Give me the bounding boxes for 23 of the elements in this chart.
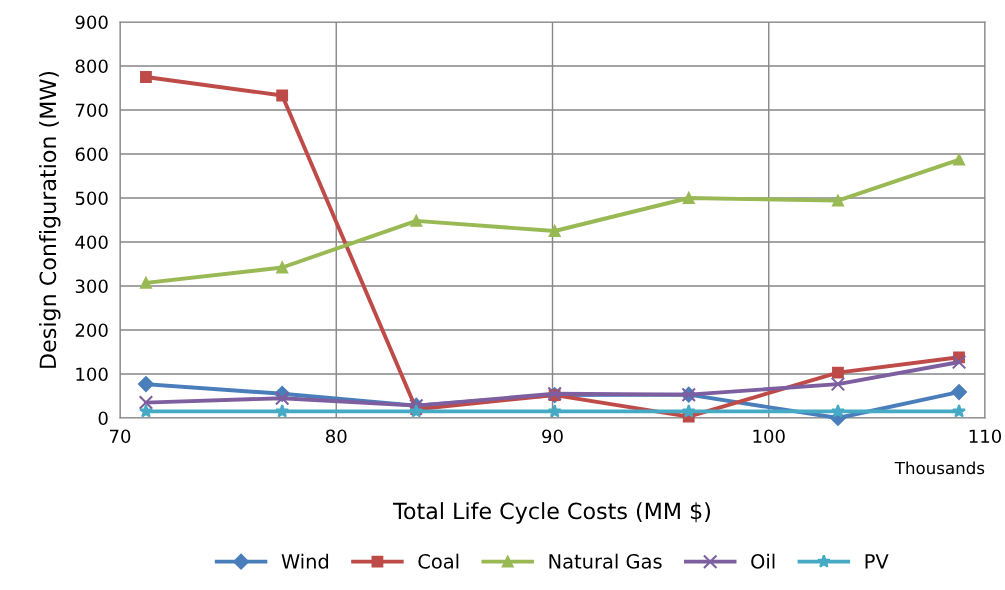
x-tick-label: 100 [753,429,785,444]
y-tick-label: 100 [76,367,108,382]
legend-label: Natural Gas [549,553,662,569]
y-tick-label: 200 [75,323,108,338]
y-tick-label: 900 [75,15,108,30]
legend-label: Wind [281,553,329,569]
y-tick-label: 700 [75,103,108,118]
legend-label: PV [865,554,889,569]
legend-label: Oil [751,553,775,569]
y-tick-label: 0 [98,411,108,426]
x-tick-label: 80 [325,429,347,444]
x-tick-label: 110 [969,429,1002,444]
y-tick-label: 800 [75,59,108,74]
y-tick-label: 300 [75,279,108,294]
x-tick-label: 90 [542,429,563,444]
y-tick-label: 500 [75,191,108,206]
x-tick-label: 70 [109,429,131,444]
legend-label: Coal [418,553,459,569]
text: Thousands [894,461,985,475]
y-tick-label: 400 [75,235,108,250]
x-axis-title: Total Life Cycle Costs (MM $) [393,502,710,524]
y-axis-title: Design Configuration (MW) [39,71,61,368]
y-tick-label: 600 [75,147,108,162]
